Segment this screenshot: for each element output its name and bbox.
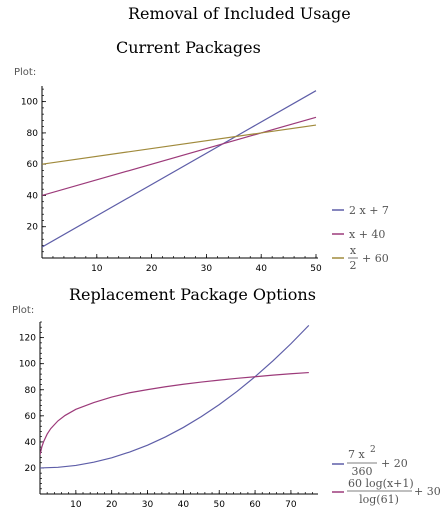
y-tick-label-1: 20 — [25, 464, 37, 474]
plot-label-2: Plot: — [12, 305, 35, 316]
legend-label-exp-1-0: 2 — [370, 445, 376, 455]
legend-label-num-0-2: x — [350, 244, 357, 257]
y-tick-label-1: 120 — [19, 334, 36, 344]
legend-label-den-1-0: 360 — [352, 465, 373, 478]
chart-title-current-packages: Current Packages — [116, 38, 261, 57]
x-tick-label-1: 20 — [106, 500, 118, 510]
x-tick-label-1: 30 — [142, 500, 154, 510]
legend-label-0-0: 2 x + 7 — [349, 204, 389, 217]
legend-label-den-1-1: log(61) — [359, 493, 399, 506]
series-line-0-1 — [42, 116, 317, 197]
x-tick-label-0: 10 — [91, 264, 103, 274]
y-tick-label-0: 80 — [27, 129, 39, 139]
y-tick-label-1: 100 — [19, 360, 36, 370]
x-tick-label-1: 60 — [249, 500, 261, 510]
legend-label-num-1-1: 60 log(x+1) — [348, 477, 414, 490]
page-title: Removal of Included Usage — [128, 4, 351, 23]
y-tick-label-1: 60 — [25, 412, 37, 422]
series-line-0-0 — [42, 90, 317, 248]
x-tick-label-1: 70 — [285, 500, 297, 510]
y-tick-label-1: 80 — [25, 386, 37, 396]
x-tick-label-0: 40 — [255, 264, 267, 274]
series-line-0-2 — [42, 124, 317, 165]
legend-label-den-0-2: 2 — [350, 259, 357, 272]
legend-label-0-1: x + 40 — [349, 228, 385, 241]
x-tick-label-1: 40 — [178, 500, 190, 510]
x-tick-label-0: 30 — [201, 264, 213, 274]
y-tick-label-0: 40 — [27, 191, 39, 201]
x-tick-label-1: 50 — [213, 500, 225, 510]
x-tick-label-0: 50 — [310, 264, 322, 274]
plot-label-1: Plot: — [14, 67, 37, 78]
x-tick-label-0: 20 — [146, 264, 158, 274]
chart-title-replacement-options: Replacement Package Options — [69, 285, 316, 304]
y-tick-label-1: 40 — [25, 438, 37, 448]
x-tick-label-1: 10 — [70, 500, 82, 510]
legend-label-rest-1-0: + 20 — [381, 457, 408, 470]
series-line-1-0 — [40, 324, 310, 469]
legend-label-rest-1-1: + 30 — [414, 485, 441, 498]
y-tick-label-0: 60 — [27, 160, 39, 170]
series-line-1-1 — [40, 371, 309, 456]
y-tick-label-0: 20 — [27, 223, 39, 233]
y-tick-label-0: 100 — [21, 98, 38, 108]
legend-label-num-1-0: 7 x — [348, 448, 365, 461]
legend-label-rest-0-2: + 60 — [362, 252, 389, 265]
